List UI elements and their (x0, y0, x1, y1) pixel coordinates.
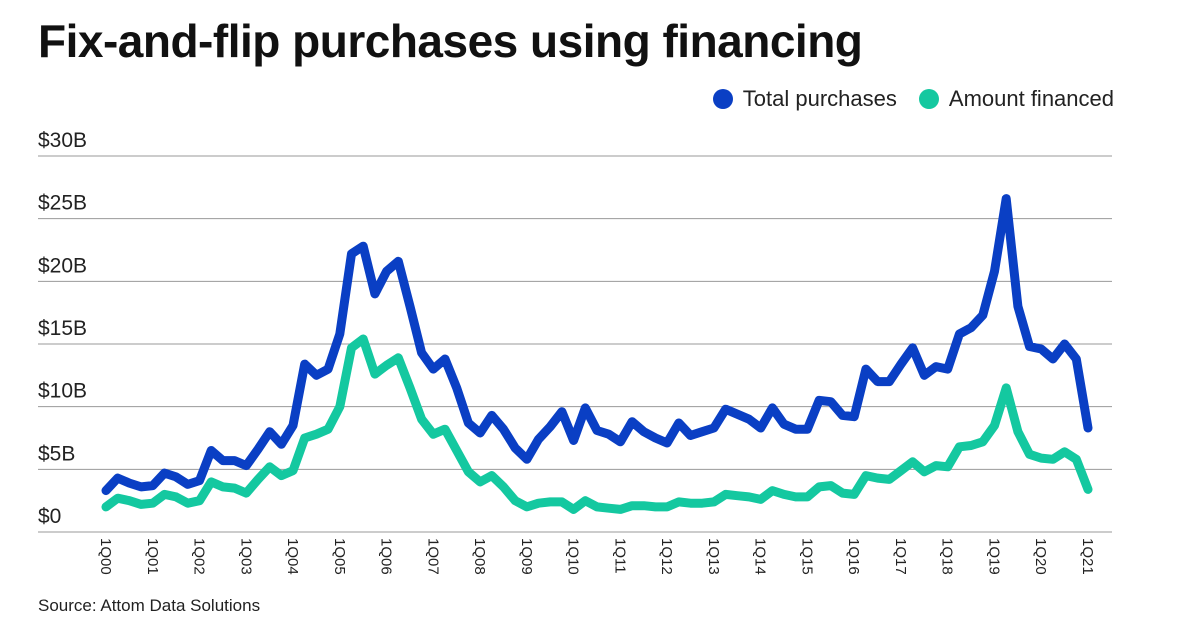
x-tick-label: 1Q21 (1079, 538, 1096, 575)
x-tick-label: 1Q13 (705, 538, 722, 575)
x-tick-label: 1Q12 (658, 538, 675, 575)
x-tick-label: 1Q08 (471, 538, 488, 575)
y-tick-label: $30B (38, 129, 87, 152)
legend-swatch-amount-financed (918, 89, 939, 109)
x-tick-label: 1Q14 (752, 538, 769, 575)
x-tick-label: 1Q01 (144, 538, 161, 575)
legend-label-total-purchases: Total purchases (742, 86, 897, 111)
x-tick-label: 1Q15 (798, 538, 815, 575)
y-tick-label: $5B (38, 442, 75, 465)
x-tick-label: 1Q00 (97, 538, 114, 575)
x-tick-label: 1Q03 (237, 538, 254, 575)
x-tick-label: 1Q11 (611, 538, 628, 574)
source-note: Source: Attom Data Solutions (38, 596, 261, 615)
x-tick-label: 1Q10 (565, 538, 582, 575)
y-tick-label: $10B (38, 380, 87, 403)
x-tick-label: 1Q20 (1032, 538, 1049, 575)
x-tick-label: 1Q09 (518, 538, 535, 575)
series-line-amount-financed (101, 334, 1093, 514)
chart-title: Fix-and-flip purchases using financing (38, 15, 863, 67)
x-tick-label: 1Q18 (939, 538, 956, 575)
y-tick-label: $20B (38, 254, 87, 277)
x-tick-label: 1Q06 (378, 538, 395, 575)
x-tick-label: 1Q07 (424, 538, 441, 575)
legend-item-amount-financed: Amount financed (918, 86, 1114, 112)
x-tick-label: 1Q05 (331, 538, 348, 575)
x-tick-label: 1Q17 (892, 538, 909, 575)
y-tick-label: $25B (38, 192, 87, 215)
legend-label-amount-financed: Amount financed (948, 86, 1114, 111)
series-line-total-purchases (101, 194, 1093, 496)
legend: Total purchases Amount financed (691, 86, 1114, 112)
x-tick-label: 1Q02 (191, 538, 208, 575)
legend-swatch-total-purchases (712, 89, 733, 109)
legend-item-total-purchases: Total purchases (712, 86, 897, 112)
y-tick-label: $0 (38, 505, 61, 528)
x-tick-label: 1Q04 (284, 538, 301, 575)
x-tick-label: 1Q16 (845, 538, 862, 575)
x-tick-label: 1Q19 (985, 538, 1002, 575)
y-tick-label: $15B (38, 317, 87, 340)
